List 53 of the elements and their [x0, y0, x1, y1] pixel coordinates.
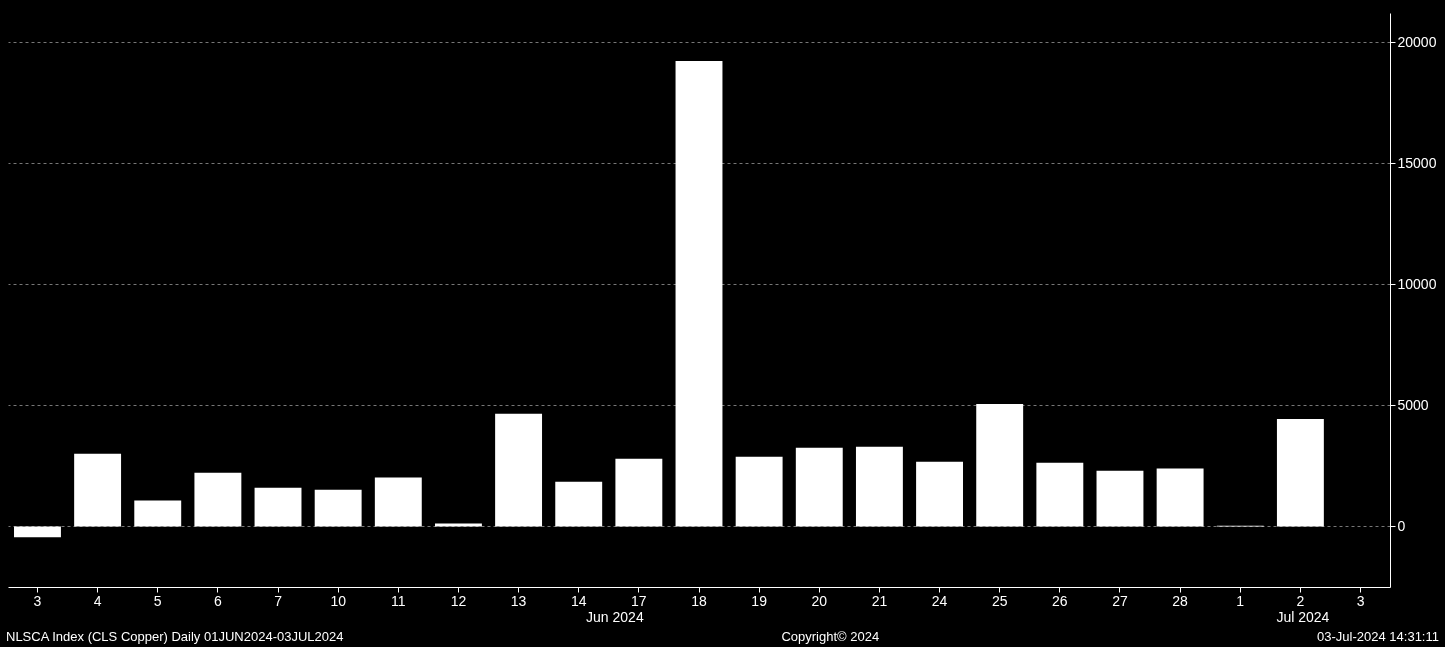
x-tick-label: 3 — [1356, 592, 1365, 609]
bar — [134, 500, 182, 527]
bar — [1276, 418, 1324, 527]
x-tick-label: 10 — [330, 592, 347, 609]
bar — [675, 60, 723, 527]
bar — [1036, 462, 1084, 527]
text: Copyright© 2024 — [781, 629, 880, 644]
bar — [615, 458, 663, 527]
x-tick-label: 3 — [33, 592, 42, 609]
x-tick-label: 28 — [1172, 592, 1189, 609]
x-tick-label: 11 — [391, 592, 406, 609]
y-tick-label: 10000 — [1397, 275, 1437, 292]
y-tick-label: 20000 — [1397, 33, 1437, 50]
x-tick-label: 21 — [871, 592, 888, 609]
x-tick-label: 5 — [153, 592, 162, 609]
x-tick-label: 13 — [510, 592, 527, 609]
bar — [916, 461, 964, 527]
bar — [795, 447, 843, 527]
x-tick-label: 6 — [213, 592, 222, 609]
y-tick-label: 15000 — [1397, 154, 1437, 171]
bar — [194, 472, 242, 527]
x-tick-label: 25 — [991, 592, 1008, 609]
bar — [1096, 470, 1144, 527]
x-tick-label: 2 — [1296, 592, 1305, 609]
bar — [855, 446, 903, 527]
bar — [314, 489, 362, 527]
y-tick-label: 0 — [1397, 517, 1406, 534]
x-tick-label: 4 — [93, 592, 102, 609]
text: 03-Jul-2024 14:31:11 — [1317, 629, 1439, 644]
text: NLSCA Index (CLS Copper) Daily 01JUN2024-03JUL2024 — [6, 629, 344, 644]
x-tick-label: 7 — [274, 592, 283, 609]
x-tick-label: 1 — [1236, 592, 1245, 609]
bar — [735, 456, 783, 527]
text: Jul 2024 — [1276, 609, 1330, 625]
bar — [976, 403, 1024, 527]
x-tick-label: 27 — [1112, 592, 1128, 609]
bar — [495, 413, 543, 527]
x-tick-label: 20 — [811, 592, 828, 609]
bar — [74, 453, 122, 527]
bar — [374, 477, 422, 527]
x-tick-label: 18 — [691, 592, 707, 609]
x-tick-label: 17 — [631, 592, 647, 609]
y-tick-label: 5000 — [1397, 396, 1429, 413]
x-tick-label: 19 — [751, 592, 768, 609]
x-tick-label: 12 — [450, 592, 467, 609]
bar — [254, 487, 302, 527]
bar — [555, 481, 603, 527]
bar — [14, 526, 61, 538]
bar — [1156, 468, 1204, 527]
x-tick-label: 14 — [570, 592, 587, 609]
text: Jun 2024 — [586, 609, 644, 625]
x-tick-label: 26 — [1052, 592, 1068, 609]
x-tick-label: 24 — [931, 592, 948, 609]
